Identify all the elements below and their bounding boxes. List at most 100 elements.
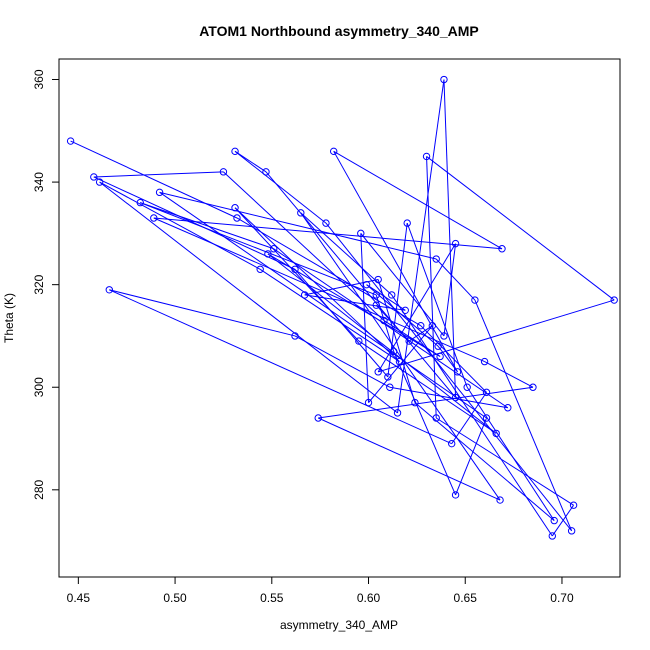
data-point (136, 198, 144, 207)
data-point (448, 439, 456, 448)
data-point (364, 398, 373, 407)
series-line-segment (304, 279, 379, 296)
series-line-segment (333, 150, 503, 250)
series-line-segment (333, 151, 458, 373)
data-point (264, 250, 272, 258)
data-point (372, 291, 380, 299)
data-point (422, 152, 431, 161)
series-line-segment (377, 243, 456, 373)
series-line-segment (159, 191, 487, 419)
series-line-segment (294, 335, 391, 388)
series-line-segment (368, 325, 433, 403)
series-points (66, 75, 618, 540)
data-point (374, 275, 382, 284)
series-line-segment (420, 325, 487, 393)
data-point (389, 347, 398, 356)
series-line-segment (294, 268, 389, 378)
data-point (291, 265, 299, 273)
series-line-segment (265, 171, 456, 398)
series-line-segment (484, 361, 534, 388)
x-axis-label: asymmetry_340_AMP (280, 618, 398, 632)
data-point (569, 501, 578, 509)
series-line-segment (397, 79, 445, 413)
data-point (610, 296, 618, 304)
series-lines (70, 79, 615, 537)
series-line-segment (391, 294, 553, 537)
data-point (567, 527, 576, 535)
data-point (529, 383, 537, 391)
series-line-segment (378, 299, 615, 373)
series-line-segment (93, 176, 296, 270)
data-point (314, 414, 322, 422)
series-line-segment (140, 202, 377, 296)
data-point (231, 204, 239, 212)
data-point (393, 409, 402, 417)
data-point (451, 239, 460, 248)
data-point (384, 373, 392, 381)
data-point (453, 368, 462, 376)
x-tick-label: 0.50 (163, 591, 187, 605)
series-line-segment (408, 325, 433, 342)
data-point (550, 516, 558, 525)
series-line-segment (234, 150, 327, 224)
data-point (388, 291, 396, 299)
series-line-segment (358, 340, 497, 434)
data-point (471, 296, 479, 304)
data-point (90, 173, 98, 181)
y-tick-label: 300 (32, 377, 46, 397)
series-line-segment (451, 392, 487, 444)
data-point (403, 219, 411, 227)
series-line-segment (551, 504, 574, 537)
data-point (262, 168, 270, 176)
data-point (105, 286, 113, 294)
y-axis: 280 300 320 340 360 (32, 69, 60, 500)
data-point (300, 291, 309, 299)
series-line-segment (466, 386, 555, 521)
plot-frame (58, 58, 621, 578)
y-tick-label: 340 (32, 172, 46, 192)
data-point (504, 404, 512, 412)
series-line-segment (267, 253, 497, 434)
x-tick-label: 0.70 (550, 591, 574, 605)
series-line-segment (273, 248, 509, 409)
series-line-segment (426, 156, 615, 301)
series-line-segment (437, 345, 458, 373)
series-line-segment (474, 299, 573, 532)
data-point (432, 255, 440, 263)
series-line-segment (375, 304, 410, 342)
data-point (386, 383, 394, 391)
data-point (219, 168, 228, 176)
data-point (496, 496, 504, 504)
series-line-segment (435, 417, 574, 506)
y-tick-label: 360 (32, 69, 46, 89)
data-point (270, 245, 278, 253)
data-point (357, 229, 365, 238)
series-line-segment (259, 268, 400, 363)
data-point (411, 398, 419, 407)
data-point (432, 414, 440, 422)
data-point (451, 491, 460, 499)
series-line-segment (140, 202, 274, 250)
x-tick-label: 0.65 (454, 591, 478, 605)
series-line-segment (70, 140, 238, 219)
data-point (492, 429, 500, 438)
data-point (150, 214, 158, 222)
series-line-segment (93, 171, 224, 178)
x-axis: 0.45 0.50 0.55 0.60 0.65 0.70 (67, 576, 574, 605)
series-line-segment (99, 181, 261, 270)
data-point (480, 357, 489, 366)
series-line-segment (300, 212, 393, 296)
data-point (436, 352, 444, 361)
data-point (66, 137, 75, 145)
series-line-segment (153, 217, 503, 250)
data-point (440, 332, 448, 340)
series-line-segment (109, 289, 452, 445)
y-axis-label: Theta (K) (2, 293, 16, 343)
data-point (231, 147, 239, 156)
series-line-segment (443, 243, 457, 337)
data-point (95, 178, 104, 186)
series-line-segment (318, 386, 534, 419)
series-line-segment (109, 289, 296, 337)
series-line-segment (387, 223, 408, 378)
